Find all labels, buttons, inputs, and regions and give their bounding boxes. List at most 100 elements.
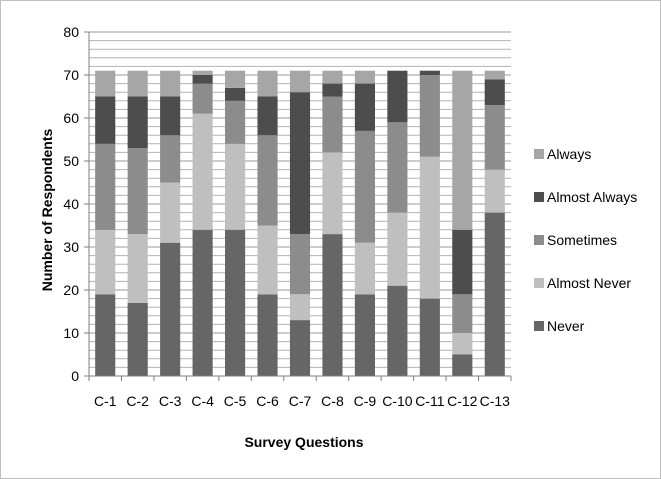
bar-segment-never-c-9 <box>354 294 375 376</box>
bar-segment-almost-never-c-9 <box>354 242 375 295</box>
y-tick-label: 60 <box>63 110 79 126</box>
bar-segment-never-c-2 <box>127 302 148 376</box>
x-tick-label: C-4 <box>191 393 214 409</box>
y-tick-label: 10 <box>63 325 79 341</box>
bar-segment-sometimes-c-1 <box>95 143 116 230</box>
bar-segment-almost-always-c-13 <box>484 79 505 106</box>
x-tick-label: C-12 <box>447 393 478 409</box>
y-tick-label: 80 <box>63 24 79 40</box>
x-tick-label: C-11 <box>415 393 445 409</box>
bar-segment-never-c-8 <box>322 234 343 376</box>
bar-segment-almost-always-c-3 <box>160 96 181 136</box>
legend-label-sometimes: Sometimes <box>547 232 617 248</box>
bar-segment-always-c-1 <box>95 70 116 97</box>
bar-segment-sometimes-c-12 <box>452 294 473 333</box>
bar-segment-never-c-3 <box>160 242 181 376</box>
bar-segment-almost-never-c-5 <box>225 143 246 230</box>
legend-swatch-almost-never <box>534 278 544 288</box>
bar-segment-always-c-12 <box>452 70 473 230</box>
x-tick-label: C-8 <box>321 393 344 409</box>
bar-segment-almost-always-c-4 <box>192 75 213 84</box>
y-axis-title: Number of Respondents <box>39 129 55 292</box>
bar-segment-sometimes-c-9 <box>354 130 375 243</box>
x-tick-label: C-6 <box>256 393 279 409</box>
bar-segment-almost-always-c-12 <box>452 229 473 295</box>
y-tick-label: 0 <box>71 368 79 384</box>
bar-segment-sometimes-c-10 <box>387 122 408 213</box>
bar-segment-always-c-8 <box>322 70 343 84</box>
bar-segment-almost-never-c-3 <box>160 182 181 243</box>
y-tick-label: 30 <box>63 239 79 255</box>
bar-segment-almost-always-c-5 <box>225 87 246 101</box>
x-tick-label: C-3 <box>159 393 182 409</box>
bars <box>95 70 505 376</box>
y-tick-label: 20 <box>63 282 79 298</box>
legend-label-almost-always: Almost Always <box>547 189 637 205</box>
bar-segment-almost-always-c-1 <box>95 96 116 144</box>
legend-swatch-almost-always <box>534 192 544 202</box>
bar-segment-sometimes-c-3 <box>160 135 181 183</box>
bar-segment-almost-always-c-6 <box>257 96 278 136</box>
bar-segment-always-c-9 <box>354 70 375 84</box>
bar-segment-sometimes-c-4 <box>192 83 213 114</box>
legend-label-almost-never: Almost Never <box>547 275 631 291</box>
legend-swatch-sometimes <box>534 235 544 245</box>
bar-segment-almost-always-c-2 <box>127 96 148 149</box>
bar-segment-almost-never-c-10 <box>387 212 408 286</box>
bar-segment-sometimes-c-6 <box>257 135 278 226</box>
bar-segment-never-c-4 <box>192 229 213 376</box>
bar-segment-always-c-7 <box>289 70 311 93</box>
axes <box>84 31 512 381</box>
bar-segment-almost-always-c-10 <box>387 70 408 123</box>
bar-segment-almost-never-c-8 <box>322 152 343 235</box>
bar-segment-almost-always-c-8 <box>322 83 343 97</box>
x-tick-label: C-13 <box>480 393 511 409</box>
y-tick-label: 70 <box>63 67 79 83</box>
bar-segment-never-c-5 <box>225 229 246 376</box>
bar-segment-always-c-5 <box>225 70 246 88</box>
bar-segment-always-c-2 <box>127 70 148 97</box>
bar-segment-never-c-10 <box>387 285 408 376</box>
bar-segment-almost-never-c-11 <box>419 156 440 299</box>
bar-segment-sometimes-c-7 <box>289 234 311 295</box>
x-tick-label: C-7 <box>289 393 312 409</box>
bar-segment-always-c-4 <box>192 70 213 75</box>
bar-segment-almost-always-c-9 <box>354 83 375 131</box>
x-tick-labels: C-1 C-2 C-3 C-4 C-5 C-6 C-7 C-8 C-9 C-10 C-11 C-12 C… <box>94 393 510 409</box>
y-tick-label: 40 <box>63 196 79 212</box>
bar-segment-never-c-1 <box>95 294 116 376</box>
bar-segment-sometimes-c-2 <box>127 148 148 235</box>
bar-segment-almost-never-c-7 <box>289 294 311 321</box>
x-tick-label: C-5 <box>224 393 247 409</box>
legend: Always Almost Always Sometimes Almost Never… <box>534 146 637 334</box>
bar-segment-almost-never-c-12 <box>452 333 473 355</box>
bar-segment-almost-never-c-2 <box>127 234 148 303</box>
bar-segment-never-c-13 <box>484 212 505 376</box>
x-axis-title: Survey Questions <box>244 434 363 450</box>
bar-segment-almost-never-c-6 <box>257 225 278 295</box>
y-tick-labels: 0 10 20 30 40 50 60 70 80 <box>63 24 79 384</box>
legend-label-never: Never <box>547 318 585 334</box>
x-tick-label: C-10 <box>382 393 413 409</box>
bar-segment-never-c-7 <box>289 320 311 376</box>
legend-label-always: Always <box>547 146 591 162</box>
bar-segment-almost-never-c-4 <box>192 113 213 230</box>
bar-segment-always-c-13 <box>484 70 505 80</box>
bar-segment-always-c-6 <box>257 70 278 97</box>
y-tick-label: 50 <box>63 153 79 169</box>
bar-segment-sometimes-c-5 <box>225 100 246 144</box>
bar-segment-never-c-12 <box>452 354 473 376</box>
bar-segment-sometimes-c-11 <box>419 75 440 157</box>
bar-segment-never-c-11 <box>419 298 440 376</box>
bar-segment-almost-always-c-11 <box>419 70 440 75</box>
bar-segment-almost-always-c-7 <box>289 92 311 235</box>
legend-swatch-never <box>534 321 544 331</box>
x-tick-label: C-2 <box>126 393 149 409</box>
legend-swatch-always <box>534 149 544 159</box>
x-tick-label: C-9 <box>354 393 377 409</box>
bar-segment-always-c-3 <box>160 70 181 97</box>
bar-segment-almost-never-c-13 <box>484 169 505 213</box>
x-tick-label: C-1 <box>94 393 117 409</box>
